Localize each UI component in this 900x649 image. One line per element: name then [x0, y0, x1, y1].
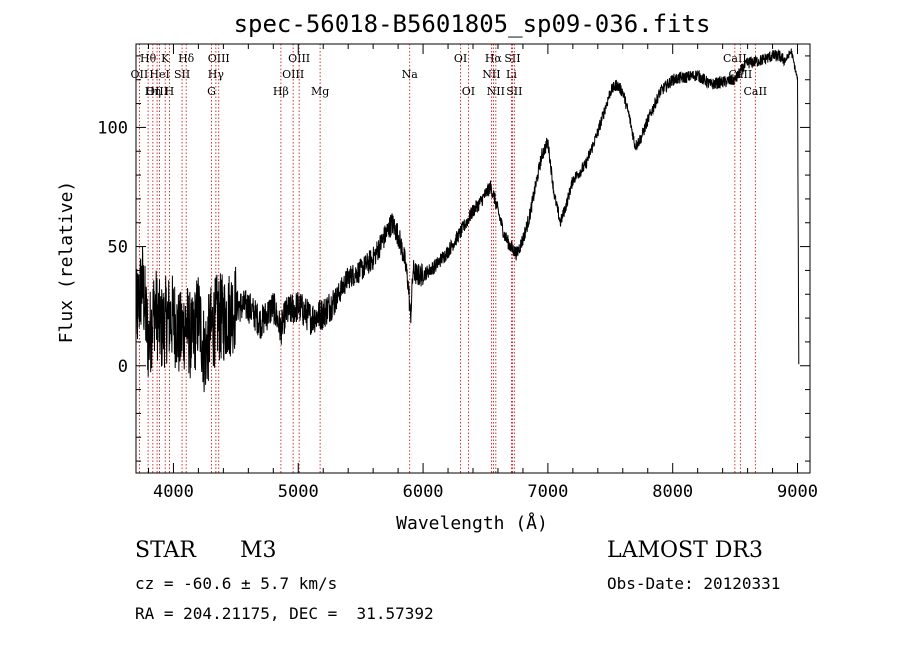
- y-tick-label: 50: [108, 238, 128, 258]
- y-axis-label: Flux (relative): [56, 181, 77, 344]
- x-tick-label: 9000: [777, 482, 818, 502]
- spectrum-series: [135, 48, 800, 393]
- line-label-H: H: [165, 85, 175, 98]
- line-label-OII: OII: [131, 68, 149, 81]
- line-label-SII-4068: SII: [174, 68, 190, 81]
- line-label-OIII-5007: OIII: [288, 52, 310, 65]
- line-label-K: K: [161, 52, 170, 65]
- y-tick-label: 0: [118, 357, 128, 377]
- line-label-OI-6363: OI: [462, 85, 475, 98]
- x-tick-label: 8000: [652, 482, 693, 502]
- line-label-NII-6548: NII: [482, 68, 500, 81]
- x-tick-label: 5000: [278, 482, 319, 502]
- emission-line-markers: Hθ OII OIII HeI Hη K H SII Hδ OIII Hγ G Hβ OIII OIII Mg…: [131, 44, 767, 473]
- plot-frame: [135, 43, 811, 474]
- line-label-Na: Na: [402, 68, 419, 81]
- axes: 4000 5000 6000 7000 8000 9000 0 50 100: [97, 44, 818, 502]
- object-subclass: M3: [240, 538, 277, 563]
- line-label-H-eta: Hη: [145, 85, 161, 98]
- x-tick-label: 7000: [527, 482, 568, 502]
- x-tick-label: 4000: [153, 482, 194, 502]
- line-label-HeI: HeI: [149, 68, 169, 81]
- line-label-Mg: Mg: [311, 85, 329, 98]
- line-label-Li: Li: [506, 68, 517, 81]
- line-label-H-gamma: Hγ: [208, 68, 225, 81]
- x-tick-label: 6000: [403, 482, 444, 502]
- line-label-OIII-3869: OIII: [146, 85, 168, 98]
- x-axis-label: Wavelength (Å): [396, 512, 548, 534]
- redshift-velocity: cz = -60.6 ± 5.7 km/s: [135, 574, 338, 593]
- line-label-OIII-4363: OIII: [208, 52, 230, 65]
- line-label-CaII-8498: CaII: [723, 52, 747, 65]
- survey-name: LAMOST DR3: [607, 538, 763, 563]
- line-label-H-theta: Hθ: [140, 52, 157, 65]
- chart-title: spec-56018-B5601805_sp09-036.fits: [234, 10, 711, 38]
- line-label-CaII-8662: CaII: [743, 85, 767, 98]
- line-label-SII-6731: SII: [506, 85, 522, 98]
- line-label-G: G: [207, 85, 216, 98]
- line-label-H-beta: Hβ: [273, 85, 289, 98]
- y-tick-label: 100: [97, 118, 128, 138]
- observation-date: Obs-Date: 20120331: [607, 574, 781, 593]
- sky-coordinates: RA = 204.21175, DEC = 31.57392: [135, 604, 434, 623]
- line-label-OI-6300: OI: [454, 52, 467, 65]
- line-label-H-delta: Hδ: [178, 52, 195, 65]
- line-label-NII-6583: NII: [487, 85, 505, 98]
- line-label-OIII-4959: OIII: [282, 68, 304, 81]
- line-label-H-alpha: Hα: [485, 52, 503, 65]
- object-class: STAR: [135, 538, 196, 563]
- line-label-SII-6716: SII: [504, 52, 520, 65]
- spectrum-line: [135, 48, 800, 393]
